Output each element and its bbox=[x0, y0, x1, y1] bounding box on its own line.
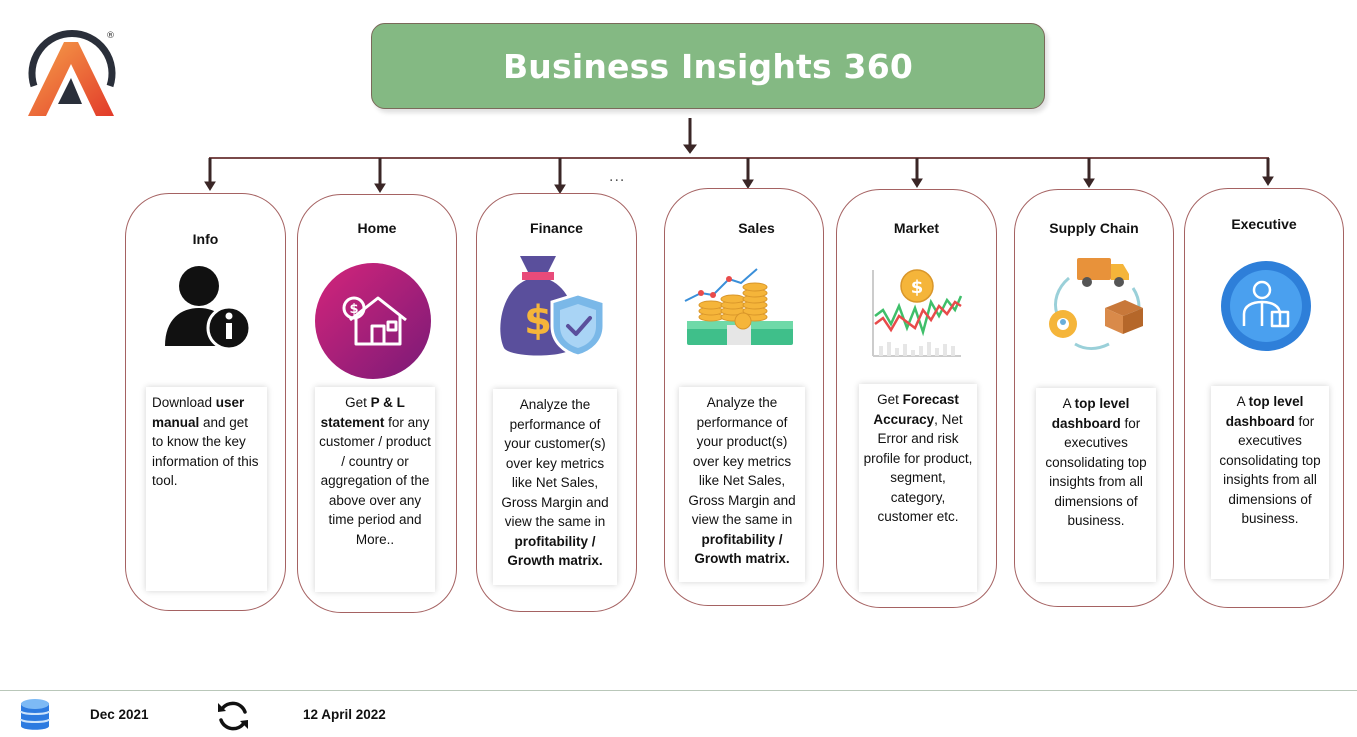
supply-chain-icon bbox=[1049, 258, 1143, 350]
card-title-sales: Sales bbox=[738, 220, 775, 236]
desc-segment: Get bbox=[877, 392, 903, 407]
card-desc-market: Get Forecast Accuracy, Net Error and ris… bbox=[859, 384, 977, 592]
database-icon bbox=[20, 699, 50, 730]
tree-connectors bbox=[204, 118, 1274, 194]
svg-text:$: $ bbox=[349, 302, 358, 317]
card-desc-sales: Analyze the performance of your product(… bbox=[679, 387, 805, 582]
card-title-market: Market bbox=[893, 220, 940, 236]
executive-icon bbox=[1221, 261, 1311, 351]
card-market[interactable]: Market $ Get Forecast Accuracy, Net Erro… bbox=[836, 189, 997, 608]
svg-text:®: ® bbox=[106, 31, 115, 41]
card-desc-finance: Analyze the performance of your customer… bbox=[493, 389, 617, 585]
card-info[interactable]: Info Download user manual and get to kno… bbox=[125, 193, 286, 611]
card-title-home: Home bbox=[357, 220, 397, 236]
desc-segment: Analyze the performance of your customer… bbox=[501, 397, 609, 529]
money-bag-shield-icon: $ bbox=[500, 256, 606, 358]
desc-segment: for executives consolidating top insight… bbox=[1045, 415, 1147, 529]
card-home[interactable]: Home $ Get P & L statement for any custo… bbox=[297, 194, 457, 613]
desc-segment: top level dashboard bbox=[1225, 394, 1304, 429]
desc-segment: , Net Error and risk profile for product… bbox=[863, 411, 973, 525]
user-info-icon bbox=[165, 266, 252, 350]
desc-segment: A bbox=[1236, 394, 1249, 409]
desc-segment: user manual bbox=[152, 395, 245, 430]
svg-text:$: $ bbox=[911, 277, 924, 298]
desc-segment: for executives consolidating top insight… bbox=[1219, 413, 1321, 527]
card-executive[interactable]: Executive A top level dashboard for exec… bbox=[1184, 188, 1344, 608]
card-title-info: Info bbox=[192, 231, 219, 247]
page-title: Business Insights 360 bbox=[502, 46, 914, 86]
desc-segment: for any customer / product / country or … bbox=[319, 414, 431, 547]
card-finance[interactable]: Finance $ Analyze the performance of you… bbox=[476, 193, 637, 612]
card-desc-supply-chain: A top level dashboard for executives con… bbox=[1036, 388, 1156, 582]
desc-segment: profitability / Growth matrix. bbox=[507, 533, 603, 569]
card-sales[interactable]: Sales Analyze the performance of your pr… bbox=[664, 188, 824, 606]
card-desc-home: Get P & L statement for any customer / p… bbox=[315, 387, 435, 592]
desc-segment: P & L statement bbox=[320, 395, 405, 430]
company-logo: ® bbox=[28, 30, 116, 116]
desc-segment: Analyze the performance of your product(… bbox=[688, 395, 796, 527]
market-chart-icon: $ bbox=[872, 269, 963, 357]
card-title-executive: Executive bbox=[1231, 216, 1297, 232]
card-supply-chain[interactable]: Supply Chain A top level dashboard for e… bbox=[1014, 189, 1174, 607]
desc-segment: Forecast Accuracy bbox=[873, 392, 959, 427]
desc-segment: Get bbox=[345, 395, 371, 410]
desc-segment: Download bbox=[152, 395, 216, 410]
coins-growth-icon bbox=[684, 268, 793, 345]
card-title-finance: Finance bbox=[530, 220, 583, 236]
last-refresh-date: 12 April 2022 bbox=[303, 707, 386, 722]
card-title-supply-chain: Supply Chain bbox=[1049, 220, 1139, 236]
more-options-button[interactable]: ... bbox=[609, 168, 626, 185]
refresh-icon[interactable] bbox=[215, 698, 251, 734]
data-refresh-date: Dec 2021 bbox=[90, 707, 149, 722]
svg-text:$: $ bbox=[524, 298, 552, 344]
card-desc-info: Download user manual and get to know the… bbox=[146, 387, 267, 591]
desc-segment: and get to know the key information of t… bbox=[152, 414, 259, 489]
desc-segment: A bbox=[1062, 396, 1075, 411]
house-money-icon: $ bbox=[315, 263, 431, 379]
desc-segment: profitability / Growth matrix. bbox=[694, 531, 790, 567]
card-desc-executive: A top level dashboard for executives con… bbox=[1211, 386, 1329, 579]
desc-segment: top level dashboard bbox=[1051, 396, 1130, 431]
header-title-box: Business Insights 360 bbox=[371, 23, 1045, 109]
footer-divider bbox=[0, 690, 1357, 691]
